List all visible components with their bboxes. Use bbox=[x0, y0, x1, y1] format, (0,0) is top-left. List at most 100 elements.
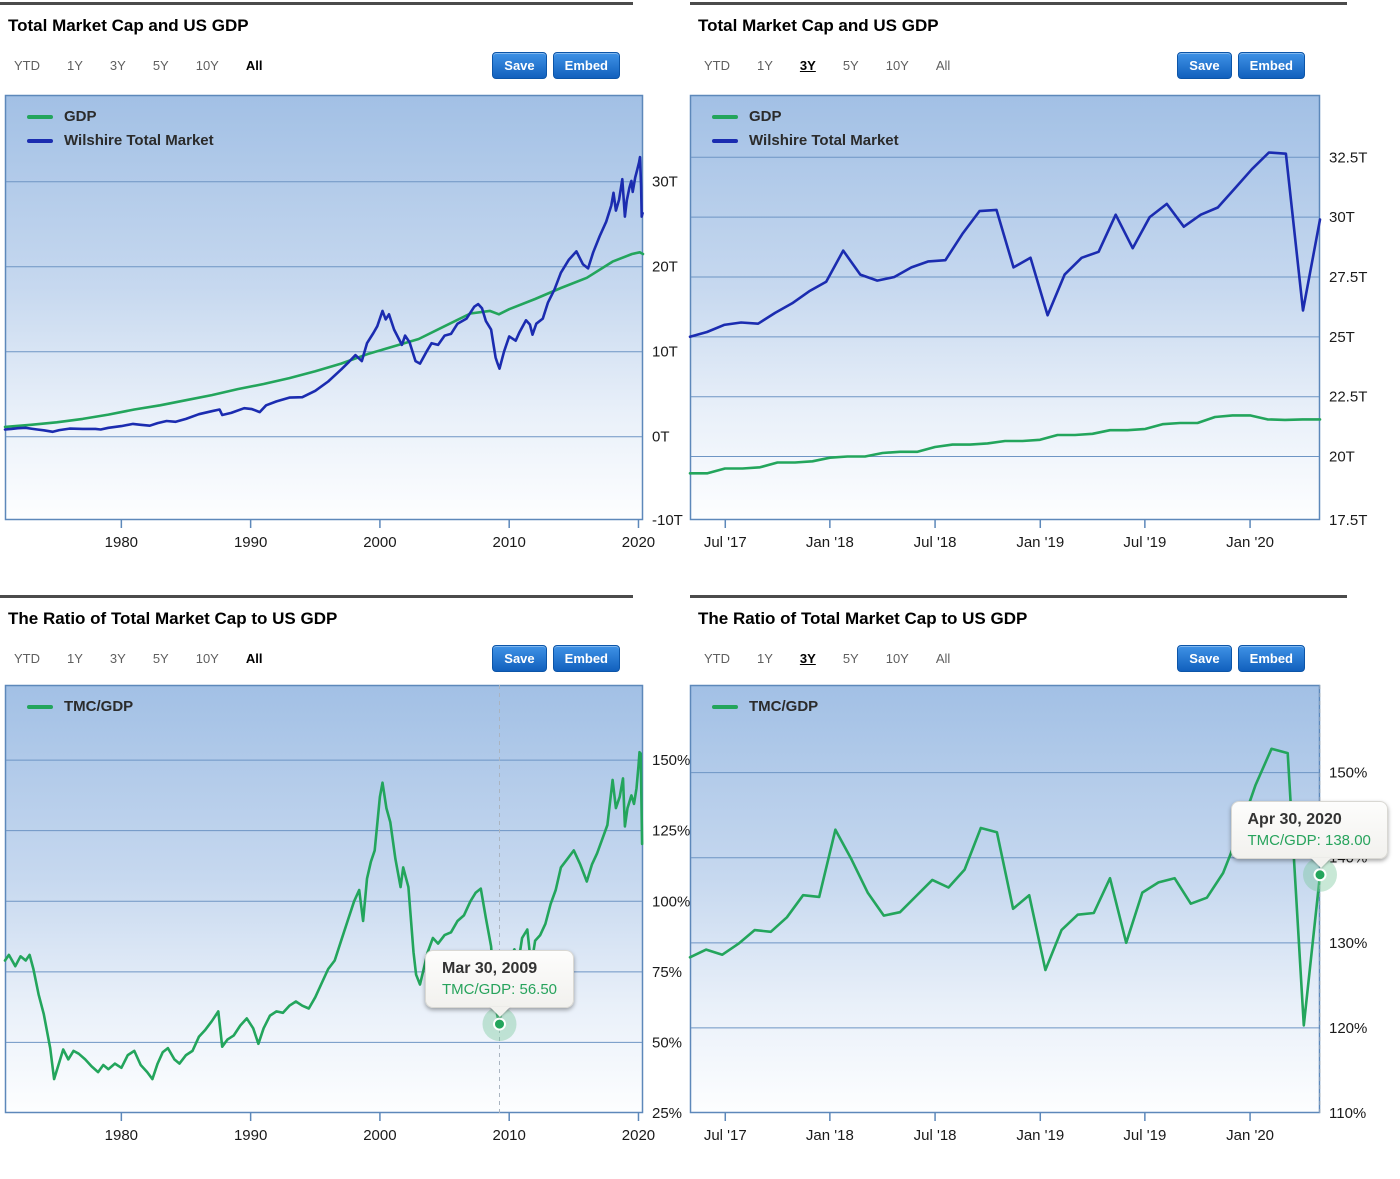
legend-label-wilshire: Wilshire Total Market bbox=[749, 132, 899, 149]
svg-text:Jan '18: Jan '18 bbox=[806, 534, 854, 551]
svg-text:1980: 1980 bbox=[105, 534, 138, 551]
range-1y[interactable]: 1Y bbox=[757, 651, 773, 666]
page-title: The Ratio of Total Market Cap to US GDP bbox=[698, 609, 1028, 628]
save-button[interactable]: Save bbox=[1177, 645, 1232, 672]
legend-swatch-gdp bbox=[27, 114, 53, 119]
tooltip-date: Apr 30, 2020 bbox=[1247, 810, 1342, 828]
embed-button[interactable]: Embed bbox=[552, 52, 620, 79]
chart-area: 150% 125% 100% 75% 50% 25% 1980 1990 2000 2010 202… bbox=[3, 684, 721, 1154]
range-ytd[interactable]: YTD bbox=[704, 58, 730, 73]
save-button[interactable]: Save bbox=[1177, 52, 1232, 79]
tooltip-arrow bbox=[1310, 857, 1331, 868]
range-all[interactable]: All bbox=[935, 651, 951, 666]
range-all[interactable]: All bbox=[245, 651, 263, 666]
svg-text:Jan '18: Jan '18 bbox=[806, 1127, 854, 1144]
chart-controls: YTD 1Y 3Y 5Y 10Y All Save Embed bbox=[704, 645, 1305, 672]
chart-area: 30T 20T 10T 0T -10T 1980 1990 2000 2010 2020 GDP … bbox=[3, 94, 721, 561]
tooltip-date: Mar 30, 2009 bbox=[441, 960, 538, 978]
range-1y[interactable]: 1Y bbox=[67, 651, 83, 666]
svg-text:20T: 20T bbox=[1329, 449, 1355, 466]
panel-divider bbox=[690, 2, 1347, 5]
panel-divider bbox=[690, 595, 1347, 598]
range-10y[interactable]: 10Y bbox=[885, 58, 909, 73]
range-3y[interactable]: 3Y bbox=[799, 58, 816, 73]
range-3y[interactable]: 3Y bbox=[799, 651, 816, 666]
svg-text:1980: 1980 bbox=[105, 1127, 138, 1144]
chart-controls: YTD 1Y 3Y 5Y 10Y All Save Embed bbox=[14, 52, 620, 79]
legend-item-wilshire[interactable]: Wilshire Total Market bbox=[27, 132, 214, 149]
svg-text:120%: 120% bbox=[1329, 1020, 1367, 1037]
svg-text:2000: 2000 bbox=[363, 1127, 396, 1144]
legend-swatch-tmc-gdp bbox=[712, 704, 738, 709]
svg-text:2020: 2020 bbox=[622, 534, 655, 551]
legend-swatch-wilshire bbox=[27, 138, 53, 143]
legend-item-gdp[interactable]: GDP bbox=[27, 108, 214, 125]
tooltip-marker bbox=[1313, 868, 1327, 882]
range-5y[interactable]: 5Y bbox=[842, 58, 859, 73]
range-1y[interactable]: 1Y bbox=[67, 58, 83, 73]
save-button[interactable]: Save bbox=[492, 645, 547, 672]
range-5y[interactable]: 5Y bbox=[152, 58, 169, 73]
legend-swatch-tmc-gdp bbox=[27, 704, 53, 709]
svg-text:30T: 30T bbox=[652, 174, 678, 191]
range-ytd[interactable]: YTD bbox=[14, 651, 40, 666]
legend-label-tmc-gdp: TMC/GDP bbox=[64, 698, 134, 715]
range-10y[interactable]: 10Y bbox=[195, 651, 219, 666]
range-3y[interactable]: 3Y bbox=[109, 651, 126, 666]
tooltip-value: TMC/GDP: 138.00 bbox=[1247, 831, 1371, 849]
svg-text:0T: 0T bbox=[652, 429, 670, 446]
panel-ratio-3y: The Ratio of Total Market Cap to US GDP … bbox=[688, 593, 1400, 1179]
panel-divider bbox=[0, 595, 633, 598]
range-5y[interactable]: 5Y bbox=[842, 651, 859, 666]
save-button[interactable]: Save bbox=[492, 52, 547, 79]
svg-text:1990: 1990 bbox=[234, 1127, 267, 1144]
legend-item-gdp[interactable]: GDP bbox=[712, 108, 899, 125]
chart-legend: TMC/GDP bbox=[27, 698, 133, 722]
chart-controls: YTD 1Y 3Y 5Y 10Y All Save Embed bbox=[14, 645, 620, 672]
svg-text:2000: 2000 bbox=[363, 534, 396, 551]
range-ytd[interactable]: YTD bbox=[704, 651, 730, 666]
range-ytd[interactable]: YTD bbox=[14, 58, 40, 73]
legend-item-tmc-gdp[interactable]: TMC/GDP bbox=[712, 698, 818, 715]
svg-text:Jul '19: Jul '19 bbox=[1123, 1127, 1166, 1144]
svg-text:Jul '18: Jul '18 bbox=[914, 534, 957, 551]
svg-text:2020: 2020 bbox=[622, 1127, 655, 1144]
range-10y[interactable]: 10Y bbox=[195, 58, 219, 73]
svg-text:27.5T: 27.5T bbox=[1329, 269, 1367, 286]
svg-text:Jul '17: Jul '17 bbox=[704, 534, 747, 551]
page-title: The Ratio of Total Market Cap to US GDP bbox=[8, 609, 338, 628]
chart-controls: YTD 1Y 3Y 5Y 10Y All Save Embed bbox=[704, 52, 1305, 79]
range-10y[interactable]: 10Y bbox=[885, 651, 909, 666]
chart-canvas: 30T 20T 10T 0T -10T 1980 1990 2000 2010 2020 bbox=[3, 94, 683, 551]
svg-text:-10T: -10T bbox=[652, 512, 683, 529]
range-5y[interactable]: 5Y bbox=[152, 651, 169, 666]
svg-text:Jul '18: Jul '18 bbox=[914, 1127, 957, 1144]
embed-button[interactable]: Embed bbox=[552, 645, 620, 672]
range-all[interactable]: All bbox=[245, 58, 263, 73]
svg-text:1990: 1990 bbox=[234, 534, 267, 551]
embed-button[interactable]: Embed bbox=[1237, 645, 1305, 672]
tooltip-arrow bbox=[490, 1007, 511, 1018]
range-all[interactable]: All bbox=[935, 58, 951, 73]
time-range-selector: YTD 1Y 3Y 5Y 10Y All bbox=[704, 651, 950, 666]
range-3y[interactable]: 3Y bbox=[109, 58, 126, 73]
legend-label-tmc-gdp: TMC/GDP bbox=[749, 698, 819, 715]
legend-item-tmc-gdp[interactable]: TMC/GDP bbox=[27, 698, 133, 715]
svg-text:10T: 10T bbox=[652, 344, 678, 361]
range-1y[interactable]: 1Y bbox=[757, 58, 773, 73]
svg-text:17.5T: 17.5T bbox=[1329, 512, 1367, 529]
svg-text:Jan '19: Jan '19 bbox=[1016, 1127, 1064, 1144]
svg-text:20T: 20T bbox=[652, 259, 678, 276]
embed-button[interactable]: Embed bbox=[1237, 52, 1305, 79]
legend-label-gdp: GDP bbox=[749, 108, 782, 125]
legend-label-wilshire: Wilshire Total Market bbox=[64, 132, 214, 149]
svg-text:150%: 150% bbox=[1329, 765, 1367, 782]
svg-text:Jul '19: Jul '19 bbox=[1123, 534, 1166, 551]
chart-tooltip: Mar 30, 2009 TMC/GDP: 56.50 bbox=[424, 950, 575, 1018]
tooltip-value: TMC/GDP: 56.50 bbox=[441, 981, 558, 999]
time-range-selector: YTD 1Y 3Y 5Y 10Y All bbox=[704, 58, 950, 73]
legend-item-wilshire[interactable]: Wilshire Total Market bbox=[712, 132, 899, 149]
svg-text:50%: 50% bbox=[652, 1034, 682, 1051]
